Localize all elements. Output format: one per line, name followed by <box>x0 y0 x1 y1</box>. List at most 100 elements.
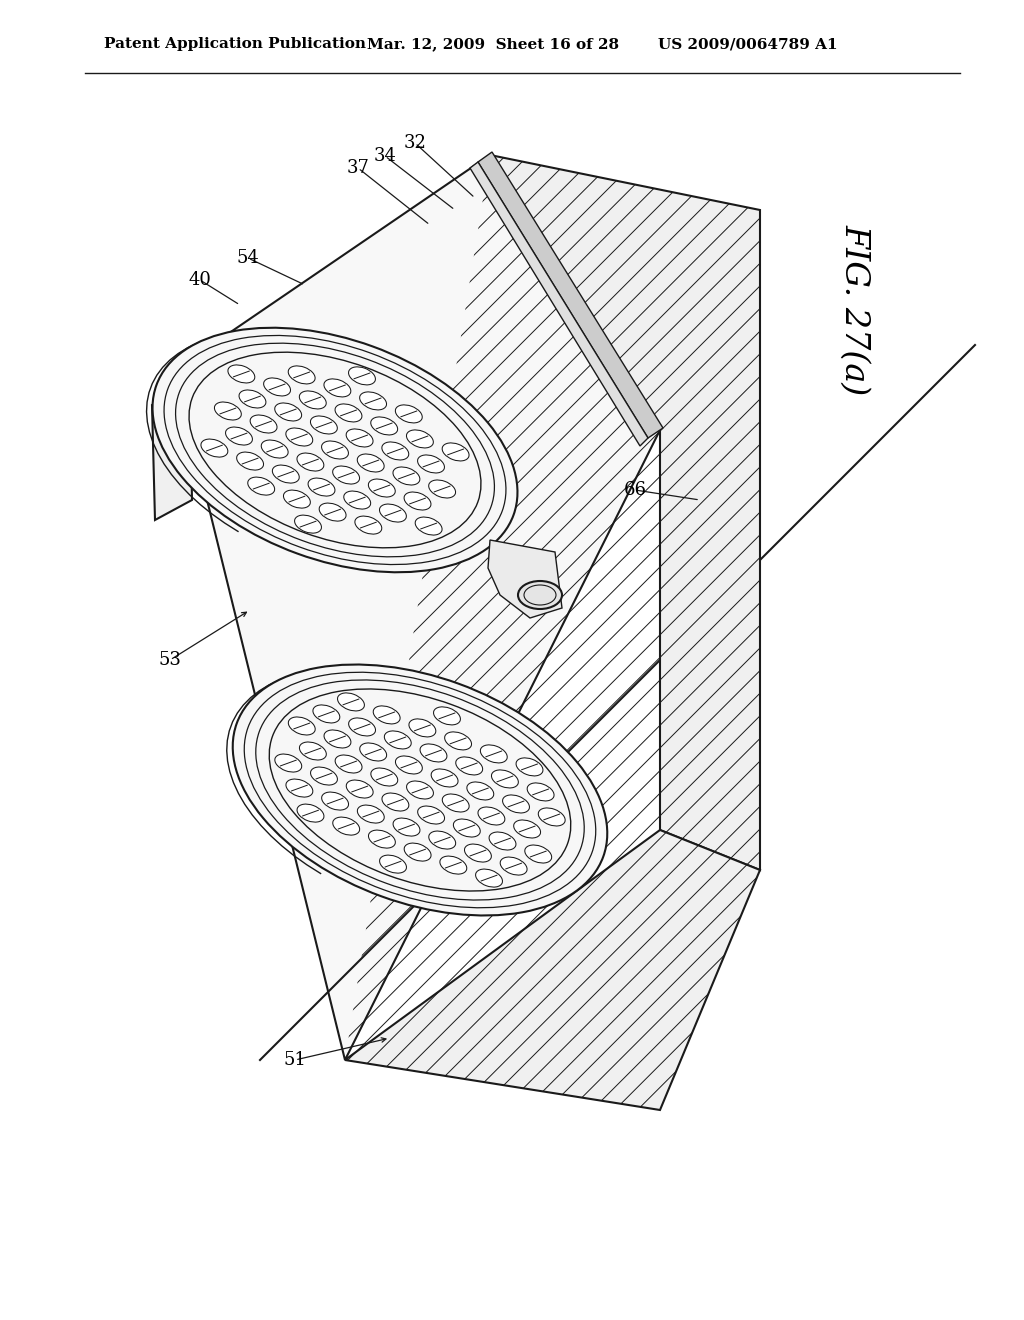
Ellipse shape <box>380 504 407 523</box>
Polygon shape <box>488 540 562 618</box>
Ellipse shape <box>232 664 607 916</box>
Ellipse shape <box>514 820 541 838</box>
Ellipse shape <box>382 793 409 810</box>
Ellipse shape <box>456 756 482 775</box>
Ellipse shape <box>442 444 469 461</box>
Ellipse shape <box>371 417 397 436</box>
Ellipse shape <box>384 731 412 748</box>
Ellipse shape <box>288 366 315 384</box>
Ellipse shape <box>357 454 384 473</box>
Ellipse shape <box>518 581 562 609</box>
Ellipse shape <box>359 743 387 762</box>
Text: Mar. 12, 2009  Sheet 16 of 28: Mar. 12, 2009 Sheet 16 of 28 <box>367 37 620 51</box>
Text: 32: 32 <box>403 135 426 152</box>
Ellipse shape <box>382 442 409 459</box>
Ellipse shape <box>319 503 346 521</box>
Ellipse shape <box>263 378 291 396</box>
Ellipse shape <box>431 770 458 787</box>
Ellipse shape <box>418 455 444 473</box>
Polygon shape <box>490 154 760 870</box>
Ellipse shape <box>395 405 422 422</box>
Ellipse shape <box>433 708 461 725</box>
Ellipse shape <box>272 465 299 483</box>
Ellipse shape <box>274 754 302 772</box>
Ellipse shape <box>527 783 554 801</box>
Polygon shape <box>152 385 193 520</box>
Ellipse shape <box>357 805 384 824</box>
Polygon shape <box>345 830 760 1110</box>
Ellipse shape <box>348 718 376 737</box>
Text: 53: 53 <box>159 651 181 669</box>
Ellipse shape <box>454 818 480 837</box>
Ellipse shape <box>440 857 467 874</box>
Polygon shape <box>175 154 660 1060</box>
Ellipse shape <box>492 770 518 788</box>
Ellipse shape <box>369 830 395 849</box>
Ellipse shape <box>346 429 373 447</box>
Ellipse shape <box>442 795 469 812</box>
Ellipse shape <box>308 478 335 496</box>
Ellipse shape <box>284 490 310 508</box>
Ellipse shape <box>335 404 361 422</box>
Ellipse shape <box>228 364 255 383</box>
Ellipse shape <box>407 430 433 447</box>
Text: 40: 40 <box>188 271 211 289</box>
Ellipse shape <box>289 717 315 735</box>
Ellipse shape <box>338 693 365 711</box>
Ellipse shape <box>516 758 543 776</box>
Ellipse shape <box>333 817 359 836</box>
Ellipse shape <box>393 818 420 836</box>
Polygon shape <box>470 162 648 446</box>
Ellipse shape <box>404 843 431 861</box>
Ellipse shape <box>480 744 507 763</box>
Ellipse shape <box>503 795 529 813</box>
Ellipse shape <box>239 389 266 408</box>
Ellipse shape <box>420 744 446 762</box>
Ellipse shape <box>153 327 517 573</box>
Ellipse shape <box>371 768 397 785</box>
Ellipse shape <box>407 781 433 799</box>
Text: 34: 34 <box>374 147 396 165</box>
Ellipse shape <box>429 480 456 498</box>
Ellipse shape <box>478 807 505 825</box>
Ellipse shape <box>237 451 263 470</box>
Ellipse shape <box>299 391 327 409</box>
Ellipse shape <box>344 491 371 510</box>
Ellipse shape <box>333 466 359 484</box>
Ellipse shape <box>261 440 288 458</box>
Ellipse shape <box>324 379 351 397</box>
Ellipse shape <box>348 367 376 385</box>
Ellipse shape <box>295 515 322 533</box>
Ellipse shape <box>409 719 436 737</box>
Ellipse shape <box>467 781 494 800</box>
Ellipse shape <box>404 492 431 510</box>
Ellipse shape <box>355 516 382 535</box>
Ellipse shape <box>500 857 527 875</box>
Text: US 2009/0064789 A1: US 2009/0064789 A1 <box>658 37 838 51</box>
Ellipse shape <box>286 428 312 446</box>
Ellipse shape <box>524 845 552 863</box>
Ellipse shape <box>248 477 274 495</box>
Ellipse shape <box>380 855 407 873</box>
Ellipse shape <box>250 414 278 433</box>
Ellipse shape <box>225 428 253 445</box>
Ellipse shape <box>489 832 516 850</box>
Ellipse shape <box>297 453 324 471</box>
Ellipse shape <box>322 792 348 810</box>
Ellipse shape <box>297 804 324 822</box>
Text: Patent Application Publication: Patent Application Publication <box>104 37 366 51</box>
Ellipse shape <box>359 392 386 411</box>
Text: 54: 54 <box>237 249 259 267</box>
Ellipse shape <box>201 440 227 457</box>
Ellipse shape <box>346 780 373 799</box>
Ellipse shape <box>299 742 327 760</box>
Text: FIG. 27(a): FIG. 27(a) <box>839 224 871 396</box>
Ellipse shape <box>395 756 422 774</box>
Ellipse shape <box>393 467 420 484</box>
Ellipse shape <box>475 869 503 887</box>
Text: 51: 51 <box>284 1051 306 1069</box>
Text: 66: 66 <box>624 480 646 499</box>
Ellipse shape <box>214 403 242 420</box>
Ellipse shape <box>310 767 338 785</box>
Ellipse shape <box>310 416 337 434</box>
